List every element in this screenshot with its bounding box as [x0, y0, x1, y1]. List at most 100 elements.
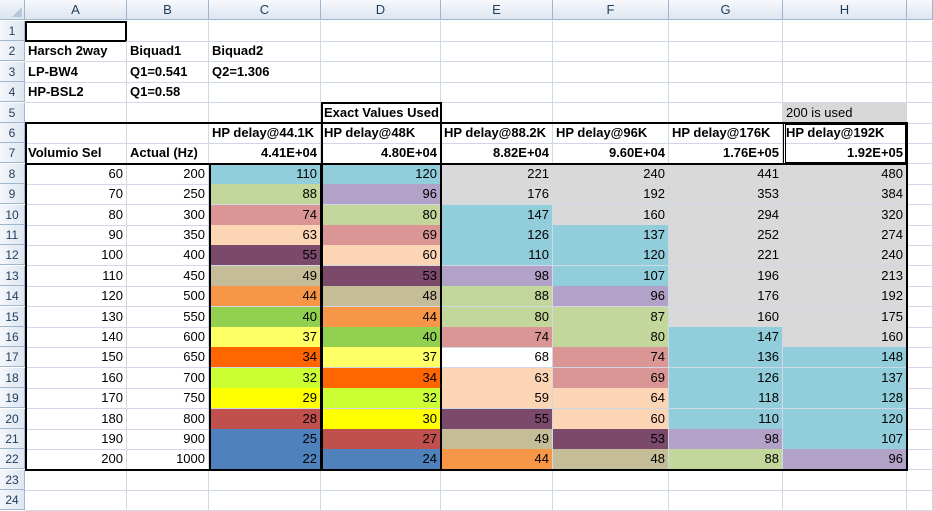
cell-g10[interactable]: 294 [669, 205, 783, 226]
cell-h8[interactable]: 480 [783, 164, 907, 185]
cell-f10[interactable]: 160 [553, 205, 669, 226]
cell-g9[interactable]: 353 [669, 184, 783, 205]
cell-i4[interactable] [907, 82, 933, 103]
cell-e13[interactable]: 98 [441, 266, 553, 287]
cell-c2[interactable]: Biquad2 [209, 41, 321, 62]
cell-h23[interactable] [783, 470, 907, 491]
cell-b23[interactable] [127, 470, 209, 491]
cell-d5[interactable]: Exact Values Used [321, 103, 441, 124]
cell-h3[interactable] [783, 62, 907, 83]
cell-d11[interactable]: 69 [321, 225, 441, 246]
cell-e4[interactable] [441, 82, 553, 103]
cell-i6[interactable] [907, 123, 933, 144]
cell-c9[interactable]: 88 [209, 184, 321, 205]
cell-i7[interactable] [907, 143, 933, 164]
cell-g24[interactable] [669, 490, 783, 511]
cell-f21[interactable]: 53 [553, 429, 669, 450]
cell-a13[interactable]: 110 [25, 266, 127, 287]
cell-i9[interactable] [907, 184, 933, 205]
cell-g3[interactable] [669, 62, 783, 83]
cell-g11[interactable]: 252 [669, 225, 783, 246]
cell-h4[interactable] [783, 82, 907, 103]
column-header-b[interactable]: B [127, 0, 209, 20]
cell-e1[interactable] [441, 21, 553, 42]
cell-b16[interactable]: 600 [127, 327, 209, 348]
cell-c20[interactable]: 28 [209, 409, 321, 430]
cell-b2[interactable]: Biquad1 [127, 41, 209, 62]
cell-h10[interactable]: 320 [783, 205, 907, 226]
row-header-10[interactable]: 10 [0, 205, 25, 225]
cell-c7[interactable]: 4.41E+04 [209, 143, 321, 164]
cell-a7[interactable]: Volumio Sel [25, 143, 127, 164]
cell-g18[interactable]: 126 [669, 368, 783, 389]
cell-i16[interactable] [907, 327, 933, 348]
cell-d19[interactable]: 32 [321, 388, 441, 409]
cell-a3[interactable]: LP-BW4 [25, 62, 127, 83]
cell-f3[interactable] [553, 62, 669, 83]
row-header-23[interactable]: 23 [0, 470, 25, 490]
cell-i3[interactable] [907, 62, 933, 83]
row-header-17[interactable]: 17 [0, 347, 25, 367]
column-header-i[interactable] [907, 0, 933, 20]
cell-h16[interactable]: 160 [783, 327, 907, 348]
cell-a12[interactable]: 100 [25, 245, 127, 266]
cell-a15[interactable]: 130 [25, 307, 127, 328]
cell-b1[interactable] [127, 21, 209, 42]
cell-f18[interactable]: 69 [553, 368, 669, 389]
cell-a9[interactable]: 70 [25, 184, 127, 205]
cell-e24[interactable] [441, 490, 553, 511]
row-header-15[interactable]: 15 [0, 307, 25, 327]
cell-i11[interactable] [907, 225, 933, 246]
cell-e12[interactable]: 110 [441, 245, 553, 266]
cell-h22[interactable]: 96 [783, 449, 907, 470]
cell-i24[interactable] [907, 490, 933, 511]
cell-c21[interactable]: 25 [209, 429, 321, 450]
cell-e3[interactable] [441, 62, 553, 83]
row-header-11[interactable]: 11 [0, 225, 25, 245]
cell-f15[interactable]: 87 [553, 307, 669, 328]
cell-i14[interactable] [907, 286, 933, 307]
cell-c17[interactable]: 34 [209, 347, 321, 368]
cell-c15[interactable]: 40 [209, 307, 321, 328]
row-header-9[interactable]: 9 [0, 184, 25, 204]
cell-e9[interactable]: 176 [441, 184, 553, 205]
cell-b21[interactable]: 900 [127, 429, 209, 450]
cell-b3[interactable]: Q1=0.541 [127, 62, 209, 83]
cell-a18[interactable]: 160 [25, 368, 127, 389]
cell-i8[interactable] [907, 164, 933, 185]
cell-b19[interactable]: 750 [127, 388, 209, 409]
cell-d6[interactable]: HP delay@48K [321, 123, 441, 144]
row-header-8[interactable]: 8 [0, 164, 25, 184]
column-header-g[interactable]: G [669, 0, 783, 20]
cell-f12[interactable]: 120 [553, 245, 669, 266]
cell-f16[interactable]: 80 [553, 327, 669, 348]
cell-b12[interactable]: 400 [127, 245, 209, 266]
cell-d21[interactable]: 27 [321, 429, 441, 450]
cell-d24[interactable] [321, 490, 441, 511]
row-header-3[interactable]: 3 [0, 62, 25, 82]
cell-b22[interactable]: 1000 [127, 449, 209, 470]
cell-e2[interactable] [441, 41, 553, 62]
row-header-13[interactable]: 13 [0, 266, 25, 286]
cell-g16[interactable]: 147 [669, 327, 783, 348]
cell-b5[interactable] [127, 103, 209, 124]
cell-i22[interactable] [907, 449, 933, 470]
cell-e22[interactable]: 44 [441, 449, 553, 470]
cell-i17[interactable] [907, 347, 933, 368]
cell-h13[interactable]: 213 [783, 266, 907, 287]
cell-i18[interactable] [907, 368, 933, 389]
cell-g12[interactable]: 221 [669, 245, 783, 266]
cell-a21[interactable]: 190 [25, 429, 127, 450]
column-header-a[interactable]: A [25, 0, 127, 20]
cell-h11[interactable]: 274 [783, 225, 907, 246]
cell-a10[interactable]: 80 [25, 205, 127, 226]
cell-f20[interactable]: 60 [553, 409, 669, 430]
cell-c11[interactable]: 63 [209, 225, 321, 246]
cell-b24[interactable] [127, 490, 209, 511]
cell-c18[interactable]: 32 [209, 368, 321, 389]
cell-i23[interactable] [907, 470, 933, 491]
cell-i12[interactable] [907, 245, 933, 266]
cell-a14[interactable]: 120 [25, 286, 127, 307]
cell-a8[interactable]: 60 [25, 164, 127, 185]
cell-h18[interactable]: 137 [783, 368, 907, 389]
